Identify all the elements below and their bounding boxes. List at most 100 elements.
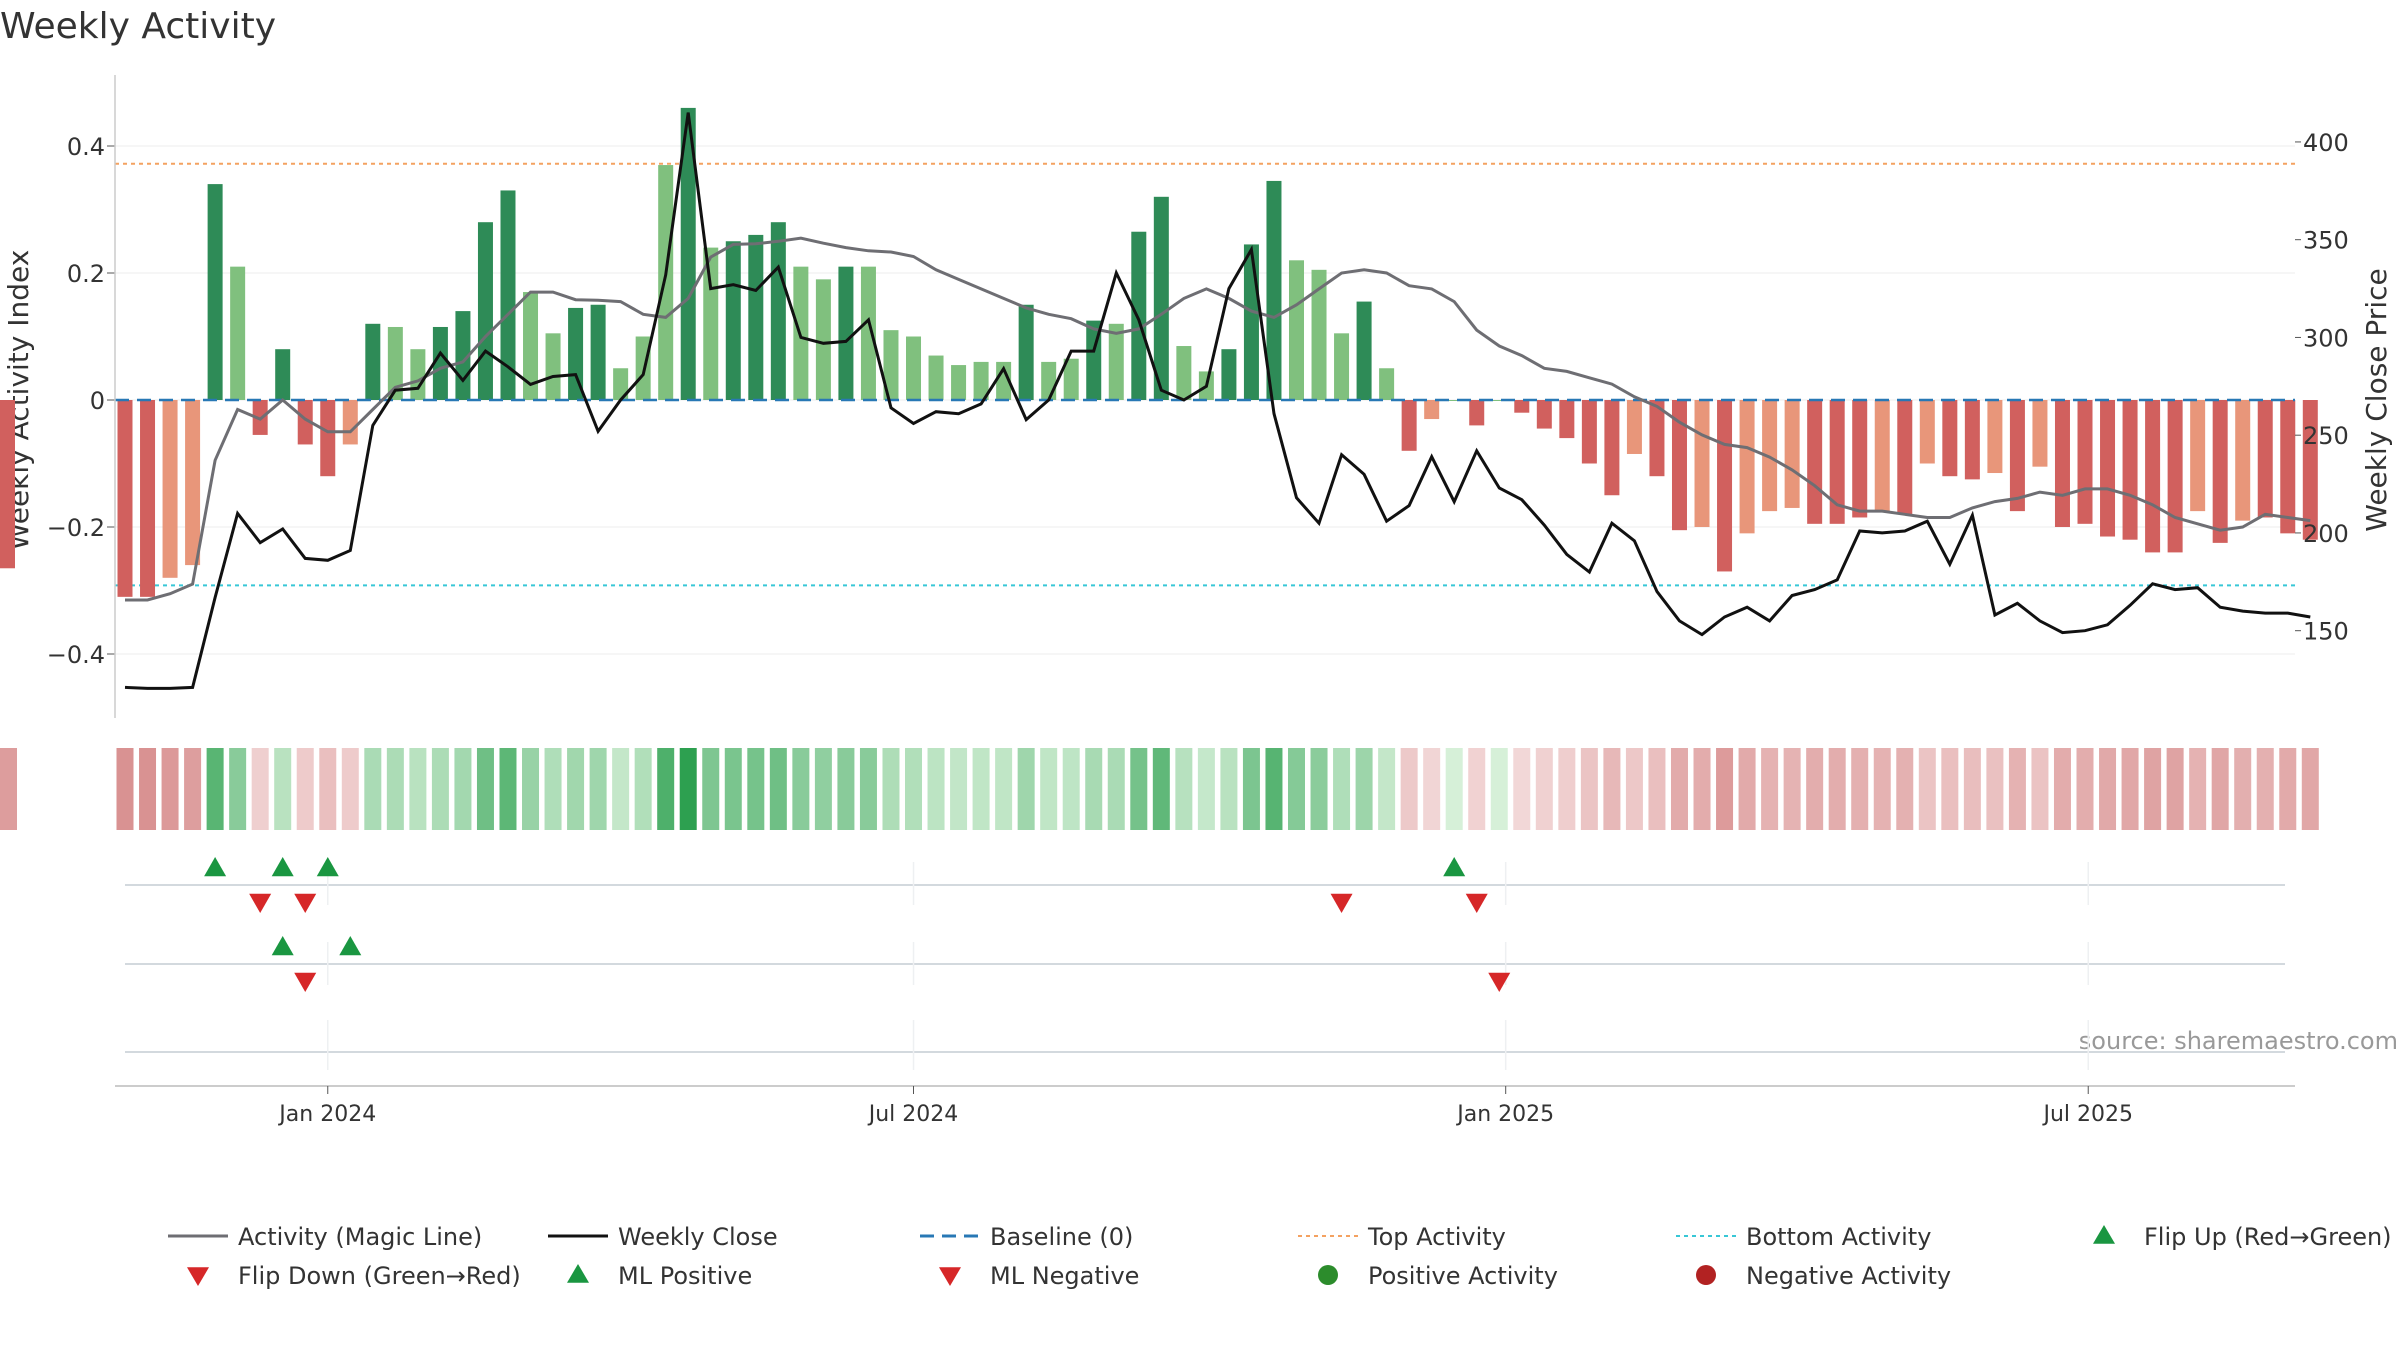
- activity-bar: [996, 361, 1012, 400]
- activity-bar: [590, 304, 606, 400]
- heat-strip-cell: [2053, 748, 2071, 830]
- heat-strip-cell: [2166, 748, 2184, 830]
- heat-strip-cell: [206, 748, 224, 830]
- heat-strip-cell: [1265, 748, 1283, 830]
- activity-bar: [2167, 400, 2183, 553]
- heat-strip-cell: [1175, 748, 1193, 830]
- heat-strip-cell: [1310, 748, 1328, 830]
- activity-bar: [1536, 400, 1552, 429]
- heat-strip-cell: [139, 748, 157, 830]
- heat-strip-cell: [1107, 748, 1125, 830]
- heat-strip-cell: [814, 748, 832, 830]
- heat-strip-cell: [1851, 748, 1869, 830]
- activity-bar: [928, 355, 944, 400]
- legend-item: ML Positive: [567, 1262, 752, 1290]
- heat-strip-cell: [499, 748, 517, 830]
- heat-strip-cell: [769, 748, 787, 830]
- activity-bar: [1514, 400, 1530, 413]
- legend-item: Bottom Activity: [1676, 1223, 1931, 1251]
- activity-bar: [770, 222, 786, 400]
- activity-bar: [2145, 400, 2161, 553]
- activity-bar: [477, 222, 493, 400]
- heat-strip-cell: [1535, 748, 1553, 830]
- activity-bar: [1379, 368, 1395, 400]
- heat-strip-cell: [972, 748, 990, 830]
- heat-strip-cell: [1558, 748, 1576, 830]
- activity-bar: [883, 330, 899, 400]
- heat-strip-cell: [1986, 748, 2004, 830]
- heat-strip-cell: [364, 748, 382, 830]
- heat-strip-cell: [2211, 748, 2229, 830]
- y2-axis-label: Weekly Close Price: [2360, 268, 2393, 531]
- activity-bar: [230, 266, 246, 400]
- heat-strip-cell: [1648, 748, 1666, 830]
- heat-strip-cell: [1287, 748, 1305, 830]
- activity-bar: [1829, 400, 1845, 524]
- heat-strip-cell: [319, 748, 337, 830]
- ml-positive-marker: [271, 936, 294, 956]
- activity-bar: [2302, 400, 2318, 540]
- activity-bar: [1311, 269, 1327, 400]
- heat-strip-cell: [476, 748, 494, 830]
- heat-strip-cell: [837, 748, 855, 830]
- legend-label: Positive Activity: [1368, 1262, 1558, 1290]
- heat-strip-cell: [950, 748, 968, 830]
- heat-strip-cell: [341, 748, 359, 830]
- source-note: source: sharemaestro.com: [2079, 1027, 2398, 1055]
- y2-tick-label: 350: [2303, 227, 2349, 255]
- activity-bar: [973, 361, 989, 400]
- activity-bar: [568, 307, 584, 400]
- heat-strip-cell: [2099, 748, 2117, 830]
- heat-strip-cell: [702, 748, 720, 830]
- flip-up-marker: [316, 857, 339, 877]
- heat-strip-cell: [2144, 748, 2162, 830]
- heat-strip-cell: [2121, 748, 2139, 830]
- legend-swatch: [187, 1267, 209, 1286]
- legend-item: Baseline (0): [920, 1223, 1133, 1251]
- heat-strip-cell: [1896, 748, 1914, 830]
- activity-bar: [523, 292, 539, 400]
- activity-bar: [1559, 400, 1575, 439]
- flip-up-marker: [204, 857, 227, 877]
- activity-bar: [1694, 400, 1710, 527]
- activity-bar: [365, 323, 381, 400]
- activity-bar: [1739, 400, 1755, 534]
- activity-bar: [703, 247, 719, 400]
- legend-label: Weekly Close: [618, 1223, 778, 1251]
- legend-label: Negative Activity: [1746, 1262, 1951, 1290]
- heat-strip-cell: [589, 748, 607, 830]
- heat-strip-cell: [1513, 748, 1531, 830]
- activity-bar: [545, 333, 561, 400]
- activity-bar: [342, 400, 358, 445]
- activity-bar: [0, 400, 15, 569]
- heat-strip-cell: [1017, 748, 1035, 830]
- activity-bar: [1401, 400, 1417, 451]
- activity-bar: [1266, 180, 1282, 400]
- activity-bar: [1919, 400, 1935, 464]
- activity-bar: [1041, 361, 1057, 400]
- activity-bar: [1424, 400, 1440, 420]
- activity-bar: [815, 279, 831, 400]
- ml-negative-marker: [1488, 972, 1511, 992]
- heat-strip-cell: [1806, 748, 1824, 830]
- activity-bar: [1852, 400, 1868, 518]
- activity-bar: [275, 349, 291, 400]
- x-tick-label: Jan 2024: [277, 1102, 376, 1127]
- heat-strip-cell: [296, 748, 314, 830]
- heat-strip-cell: [1941, 748, 1959, 830]
- flip-down-marker: [1465, 893, 1488, 913]
- activity-bar: [2009, 400, 2025, 512]
- legend-swatch: [1318, 1265, 1338, 1285]
- y2-tick-label: 200: [2303, 520, 2349, 548]
- activity-bar: [1469, 400, 1485, 426]
- heat-strip-cell: [1761, 748, 1779, 830]
- signals-layer: [125, 857, 2285, 1070]
- activity-bar: [838, 266, 854, 400]
- y2-tick-label: 150: [2303, 618, 2349, 646]
- legend-swatch: [1696, 1265, 1716, 1285]
- heat-strip-cell: [1468, 748, 1486, 830]
- heat-strip-cell: [1445, 748, 1463, 830]
- activity-bar: [207, 184, 223, 400]
- heat-strip-cell: [882, 748, 900, 830]
